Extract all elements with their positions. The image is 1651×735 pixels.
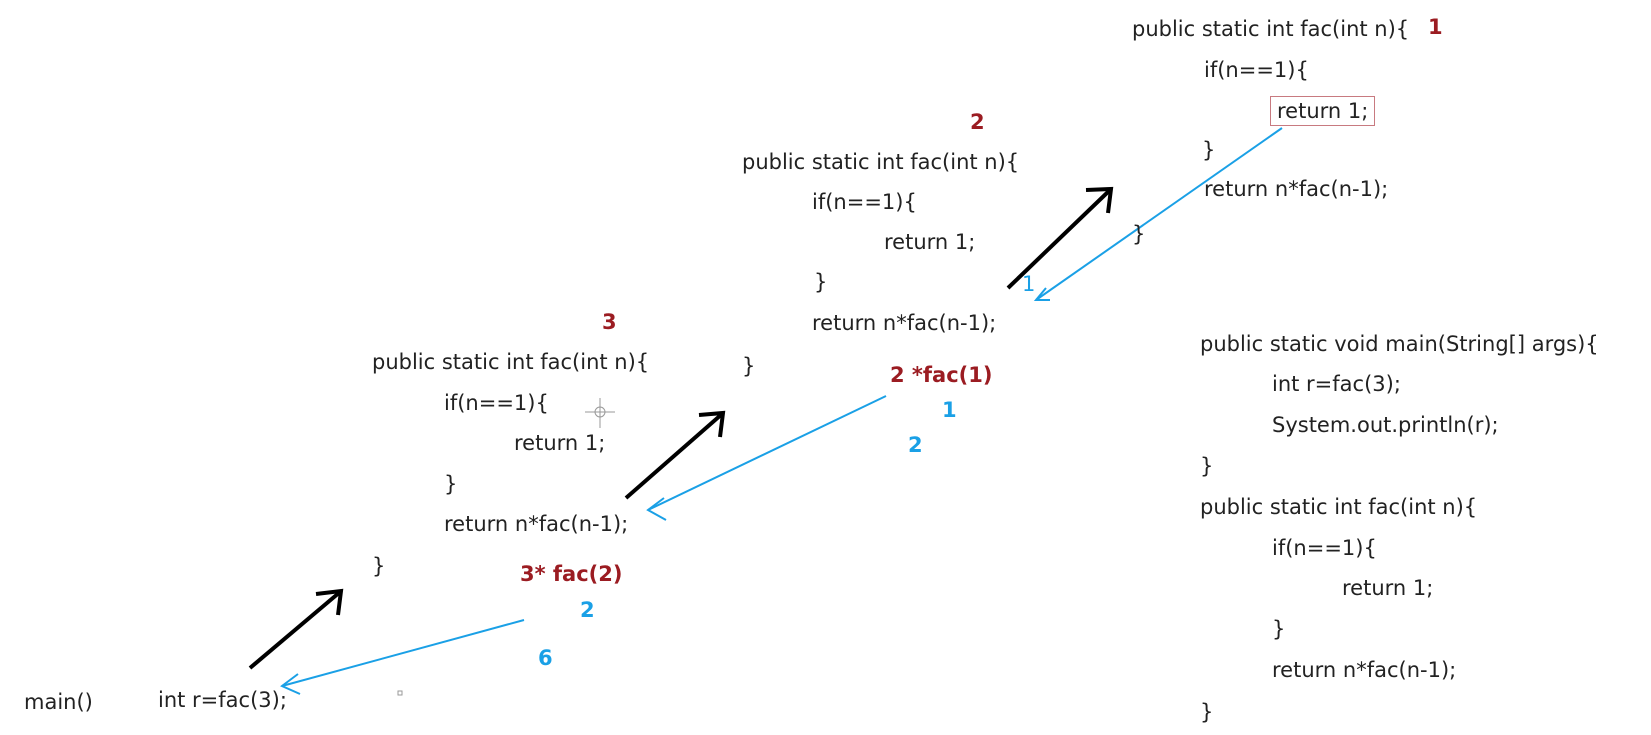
returned-value: 1 xyxy=(942,398,957,422)
main-call-code: int r=fac(3); xyxy=(158,688,287,712)
call-arrow xyxy=(1006,186,1114,290)
code-line: if(n==1){ xyxy=(1204,58,1309,82)
code-line: public static int fac(int n){ xyxy=(742,150,1020,174)
code-line: } xyxy=(742,354,756,378)
code-line: } xyxy=(1200,454,1214,478)
pending-expression: 2 *fac(1) xyxy=(890,363,993,387)
dot-mark xyxy=(397,690,403,696)
code-line: public static int fac(int n){ xyxy=(1132,17,1410,41)
code-line: return n*fac(n-1); xyxy=(444,512,629,536)
code-line: if(n==1){ xyxy=(444,391,549,415)
call-arrow xyxy=(624,410,726,500)
code-line: public static int fac(int n){ xyxy=(372,350,650,374)
call-arrow xyxy=(248,588,344,670)
order-label: 3 xyxy=(602,310,617,334)
code-line: return n*fac(n-1); xyxy=(812,311,997,335)
code-line: return 1; xyxy=(1342,576,1434,600)
returned-value: 2 xyxy=(580,598,595,622)
code-line: } xyxy=(444,472,458,496)
code-line: public static int fac(int n){ xyxy=(1200,495,1478,519)
code-line: if(n==1){ xyxy=(812,190,917,214)
code-line: public static void main(String[] args){ xyxy=(1200,332,1599,356)
code-line: } xyxy=(1132,222,1146,246)
return-arrow xyxy=(646,395,887,521)
return-marker: 1 xyxy=(1022,272,1036,296)
code-line: } xyxy=(1202,138,1216,162)
crosshair-icon xyxy=(585,398,615,428)
return-arrow xyxy=(280,619,525,695)
code-line: return 1; xyxy=(514,431,606,455)
code-line: int r=fac(3); xyxy=(1272,372,1401,396)
code-line: return n*fac(n-1); xyxy=(1272,658,1457,682)
code-line: System.out.println(r); xyxy=(1272,413,1499,437)
code-line: if(n==1){ xyxy=(1272,536,1377,560)
main-label: main() xyxy=(24,690,93,714)
pending-expression: 3* fac(2) xyxy=(520,562,623,586)
code-line: } xyxy=(372,554,386,578)
code-line: } xyxy=(1272,617,1286,641)
return-arrow xyxy=(1033,127,1283,301)
code-line: } xyxy=(814,270,828,294)
result-value: 6 xyxy=(538,646,553,670)
order-label: 2 xyxy=(970,110,985,134)
result-value: 2 xyxy=(908,433,923,457)
code-line: return n*fac(n-1); xyxy=(1204,177,1389,201)
code-line: } xyxy=(1200,700,1214,724)
order-label: 1 xyxy=(1428,15,1443,39)
highlighted-return: return 1; xyxy=(1270,96,1376,126)
code-line: return 1; xyxy=(884,230,976,254)
